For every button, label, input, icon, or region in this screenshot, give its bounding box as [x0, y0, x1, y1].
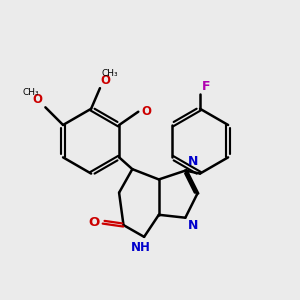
- Text: O: O: [88, 216, 99, 229]
- Text: NH: NH: [131, 241, 151, 254]
- Text: O: O: [32, 93, 43, 106]
- Text: CH₃: CH₃: [102, 69, 119, 78]
- Text: N: N: [188, 219, 198, 232]
- Text: O: O: [141, 105, 151, 118]
- Text: O: O: [100, 74, 110, 87]
- Text: CH₃: CH₃: [22, 88, 39, 97]
- Text: F: F: [202, 80, 210, 93]
- Text: N: N: [188, 155, 198, 168]
